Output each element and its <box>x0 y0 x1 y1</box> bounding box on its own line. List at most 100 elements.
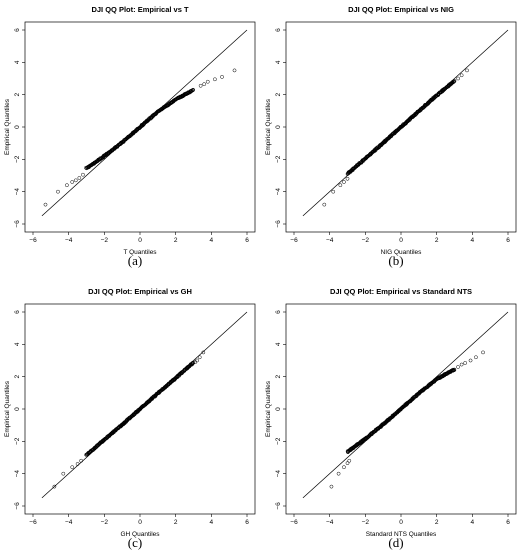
y-tick-label: 6 <box>275 310 282 314</box>
tail-point <box>322 202 327 207</box>
tail-point <box>197 355 202 360</box>
tail-point <box>456 365 460 369</box>
tail-point <box>73 178 78 183</box>
tail-point <box>56 189 60 194</box>
tail-point <box>195 358 199 363</box>
tail-point <box>329 484 334 489</box>
tail-point <box>345 461 350 466</box>
y-tick-label: 2 <box>14 374 21 378</box>
y-tick-label: −4 <box>275 188 282 196</box>
y-tick-label: 0 <box>14 125 21 129</box>
qq-panel-b: DJI QQ Plot: Empirical vs NIG −6 −4 −2 0 2 4 6 −… <box>265 5 517 268</box>
tail-point <box>65 183 69 188</box>
y-tick-label: −2 <box>275 437 282 445</box>
y-tick-label: 0 <box>275 407 282 411</box>
x-tick-label: −4 <box>326 237 334 244</box>
x-tick-label: −6 <box>290 519 298 526</box>
y-tick-label: 2 <box>275 92 282 96</box>
x-axis-label: Standard NTS Quantiles <box>366 531 437 538</box>
x-axis-label: GH Quantiles <box>120 531 160 538</box>
x-tick-label: 6 <box>245 519 249 526</box>
sample-point <box>190 88 194 93</box>
y-tick-label: 2 <box>275 374 282 378</box>
subfigure-caption: (d) <box>388 535 403 550</box>
x-tick-label: −4 <box>65 519 73 526</box>
tail-point <box>81 172 85 177</box>
tail-point <box>449 81 453 86</box>
tail-point <box>52 484 57 489</box>
tail-point <box>345 176 350 181</box>
x-tick-label: 2 <box>435 237 439 244</box>
tail-point <box>232 68 237 73</box>
x-tick-label: −2 <box>362 519 370 526</box>
tail-point <box>201 350 206 355</box>
tail-point <box>463 361 468 365</box>
tail-point <box>79 458 84 463</box>
x-tick-label: 0 <box>138 237 142 244</box>
y-tick-label: 0 <box>14 407 21 411</box>
sample-point <box>191 88 195 93</box>
x-tick-label: −2 <box>362 237 370 244</box>
tail-point <box>43 202 48 207</box>
x-tick-label: −4 <box>326 519 334 526</box>
x-tick-label: 6 <box>506 519 510 526</box>
chart-title: DJI QQ Plot: Empirical vs GH <box>88 287 192 296</box>
y-tick-label: −4 <box>14 188 21 196</box>
chart-title: DJI QQ Plot: Empirical vs NIG <box>348 5 454 14</box>
sample-point <box>158 389 162 394</box>
x-tick-label: 2 <box>174 237 178 244</box>
x-tick-label: 2 <box>174 519 178 526</box>
x-tick-label: 4 <box>210 237 214 244</box>
sample-point <box>452 367 457 372</box>
x-tick-label: −6 <box>29 519 37 526</box>
y-axis-label: Empirical Quantiles <box>4 98 11 155</box>
x-tick-label: 4 <box>210 519 214 526</box>
y-tick-label: 6 <box>275 28 282 32</box>
tail-point <box>459 362 464 367</box>
x-axis-label: T Quantiles <box>123 249 157 256</box>
tail-point <box>70 180 75 184</box>
subfigure-caption: (a) <box>128 253 142 268</box>
sample-point <box>191 360 196 365</box>
y-tick-label: 4 <box>14 342 21 346</box>
tail-point <box>205 79 210 84</box>
subfigure-caption: (c) <box>128 535 142 550</box>
tail-point <box>468 358 473 363</box>
tail-point <box>481 350 485 355</box>
sample-point <box>450 367 455 372</box>
y-tick-label: −6 <box>14 220 21 228</box>
tail-point <box>342 465 346 470</box>
tail-point <box>213 77 217 82</box>
y-tick-label: −4 <box>275 470 282 478</box>
tail-point <box>75 462 80 466</box>
x-tick-label: −2 <box>101 519 109 526</box>
tail-point <box>61 471 66 476</box>
tail-point <box>342 180 346 184</box>
tail-point <box>465 68 469 73</box>
tail-point <box>338 183 343 188</box>
tail-point <box>452 79 457 83</box>
y-axis-label: Empirical Quantiles <box>4 380 11 437</box>
x-tick-label: −6 <box>29 237 37 244</box>
y-tick-label: −2 <box>275 155 282 163</box>
x-tick-label: 4 <box>471 519 475 526</box>
y-axis-label: Empirical Quantiles <box>265 98 272 155</box>
y-tick-label: 0 <box>275 125 282 129</box>
qq-panel-a: DJI QQ Plot: Empirical vs T −6 −4 −2 0 2 4 6 −6 −… <box>4 5 256 268</box>
x-tick-label: −2 <box>101 237 109 244</box>
x-axis-label: NIG Quantiles <box>381 249 423 256</box>
y-axis-label: Empirical Quantiles <box>265 380 272 437</box>
y-tick-label: −4 <box>14 470 21 478</box>
y-tick-label: 4 <box>275 342 282 346</box>
tail-point <box>336 471 341 476</box>
y-tick-label: 6 <box>14 28 21 32</box>
y-tick-label: 4 <box>275 60 282 64</box>
sample-point <box>357 161 362 165</box>
x-tick-label: 6 <box>245 237 249 244</box>
x-tick-label: −6 <box>290 237 298 244</box>
y-tick-label: −6 <box>275 502 282 510</box>
x-tick-label: 4 <box>471 237 475 244</box>
tail-point <box>347 458 352 463</box>
x-tick-label: 0 <box>138 519 142 526</box>
qq-panel-d: DJI QQ Plot: Empirical vs Standard NTS −6… <box>265 287 517 550</box>
